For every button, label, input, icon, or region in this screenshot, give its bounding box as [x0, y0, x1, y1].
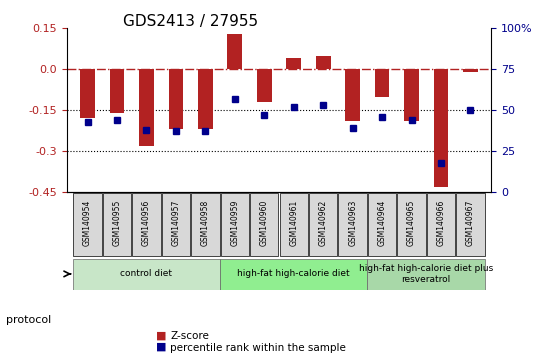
Bar — [169, 69, 183, 129]
Text: GSM140955: GSM140955 — [113, 200, 122, 246]
Bar — [257, 69, 272, 102]
Bar — [198, 69, 213, 129]
Text: percentile rank within the sample: percentile rank within the sample — [170, 343, 346, 353]
Text: GSM140959: GSM140959 — [230, 200, 239, 246]
FancyBboxPatch shape — [74, 193, 102, 256]
Text: ■: ■ — [156, 342, 167, 352]
Text: control diet: control diet — [121, 269, 172, 278]
FancyBboxPatch shape — [220, 258, 367, 290]
Text: GSM140956: GSM140956 — [142, 200, 151, 246]
FancyBboxPatch shape — [456, 193, 484, 256]
Text: GSM140954: GSM140954 — [83, 200, 92, 246]
Text: GSM140960: GSM140960 — [260, 200, 269, 246]
Text: high-fat high-calorie diet plus
resveratrol: high-fat high-calorie diet plus resverat… — [359, 264, 493, 284]
Text: GSM140958: GSM140958 — [201, 200, 210, 246]
FancyBboxPatch shape — [339, 193, 367, 256]
Bar — [404, 69, 419, 121]
Bar — [110, 69, 124, 113]
FancyBboxPatch shape — [250, 193, 278, 256]
Text: GSM140966: GSM140966 — [436, 200, 445, 246]
Text: GSM140964: GSM140964 — [378, 200, 387, 246]
FancyBboxPatch shape — [280, 193, 308, 256]
Text: GSM140962: GSM140962 — [319, 200, 328, 246]
FancyBboxPatch shape — [73, 258, 220, 290]
Bar — [463, 69, 478, 72]
Text: GDS2413 / 27955: GDS2413 / 27955 — [123, 14, 258, 29]
FancyBboxPatch shape — [220, 193, 249, 256]
FancyBboxPatch shape — [427, 193, 455, 256]
Text: GSM140963: GSM140963 — [348, 200, 357, 246]
Text: GSM140961: GSM140961 — [289, 200, 298, 246]
Text: protocol: protocol — [6, 315, 51, 325]
FancyBboxPatch shape — [368, 193, 396, 256]
FancyBboxPatch shape — [191, 193, 219, 256]
Bar — [139, 69, 154, 145]
Bar — [228, 34, 242, 69]
Text: GSM140967: GSM140967 — [466, 200, 475, 246]
Text: high-fat high-calorie diet: high-fat high-calorie diet — [237, 269, 350, 278]
FancyBboxPatch shape — [103, 193, 131, 256]
Bar — [80, 69, 95, 118]
Bar — [316, 56, 330, 69]
Bar — [434, 69, 448, 187]
Text: ■: ■ — [156, 330, 167, 340]
Text: GSM140965: GSM140965 — [407, 200, 416, 246]
Bar — [375, 69, 389, 97]
Bar — [286, 58, 301, 69]
FancyBboxPatch shape — [132, 193, 161, 256]
Text: GSM140957: GSM140957 — [171, 200, 180, 246]
FancyBboxPatch shape — [397, 193, 426, 256]
Text: Z-score: Z-score — [170, 331, 209, 341]
Bar — [345, 69, 360, 121]
FancyBboxPatch shape — [162, 193, 190, 256]
FancyBboxPatch shape — [367, 258, 485, 290]
FancyBboxPatch shape — [309, 193, 337, 256]
